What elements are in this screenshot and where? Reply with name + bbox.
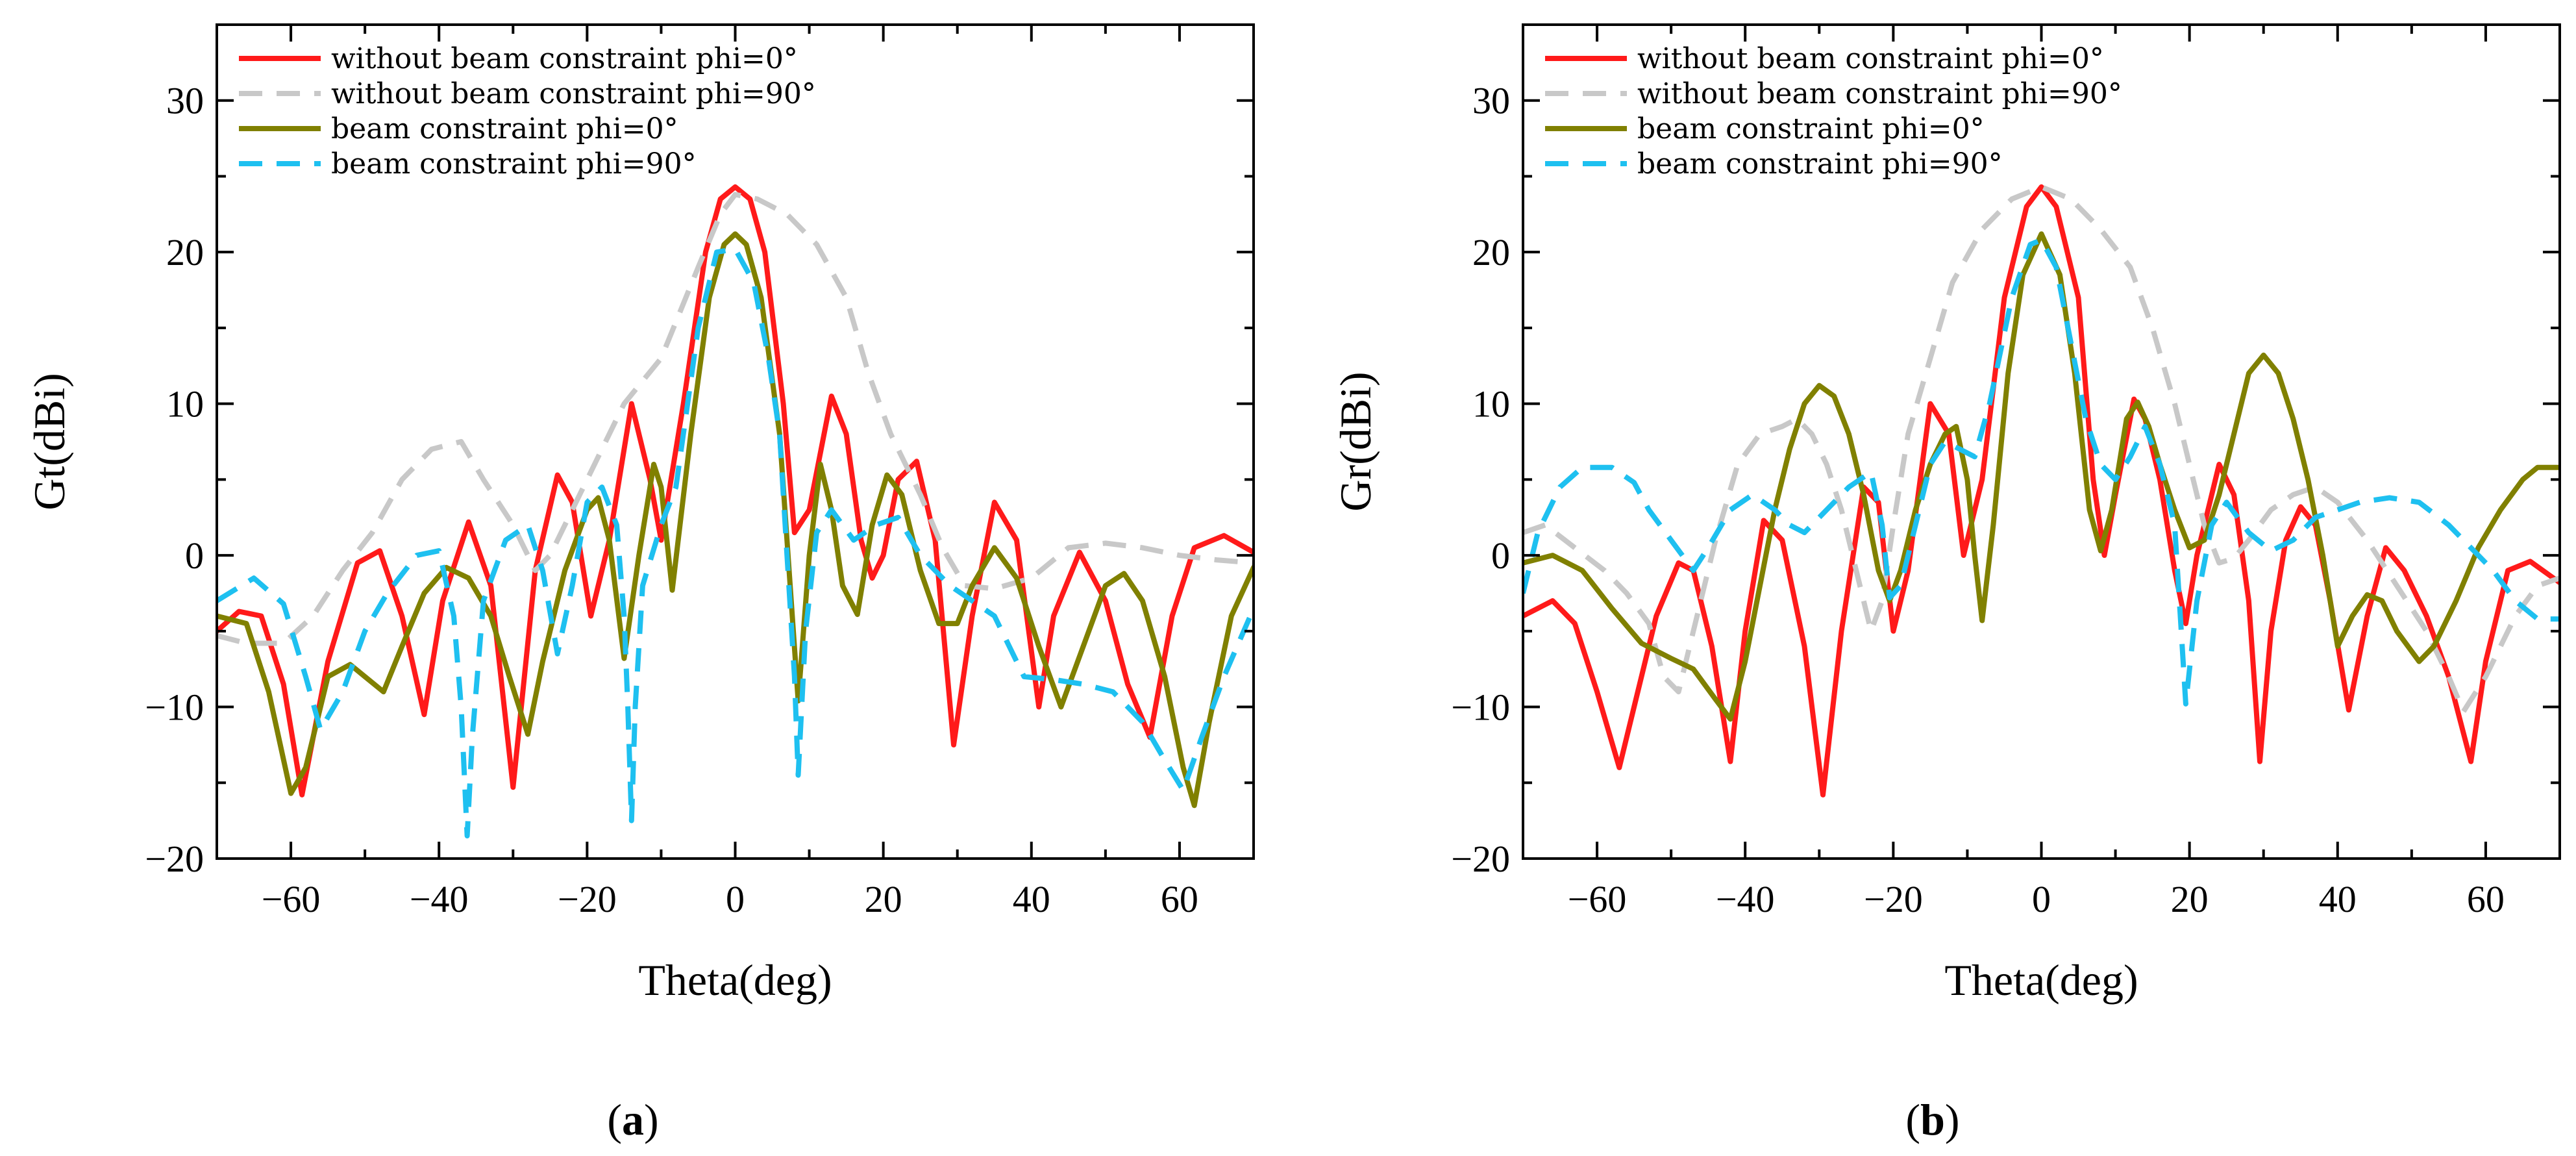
legend: without beam constraint phi=0°without be… [1545, 42, 2122, 181]
caption-paren-close: ) [1945, 1095, 1960, 1144]
x-axis-title: Theta(deg) [1944, 955, 2138, 1005]
legend: without beam constraint phi=0°without be… [239, 42, 816, 181]
legend-label-1: without beam constraint phi=0° [331, 42, 798, 75]
panel-caption: (a) [607, 1095, 658, 1144]
x-tick-label: −60 [1568, 878, 1627, 920]
legend-label-3: beam constraint phi=0° [331, 112, 678, 145]
x-tick-label: 0 [726, 878, 745, 920]
legend-label-4: beam constraint phi=90° [331, 147, 697, 181]
series-line-2 [217, 192, 1254, 646]
y-tick-label: −20 [145, 838, 204, 880]
series-line-1 [1523, 184, 2560, 798]
legend-label-3: beam constraint phi=0° [1637, 112, 1985, 145]
chart-panel-a: −60 −40 −20 0 20 40 60 −20 −10 0 10 20 30 Theta(deg) G… [25, 23, 1255, 1144]
x-tick-label: 40 [2319, 878, 2357, 920]
caption-paren-open: ( [607, 1095, 622, 1144]
series-line-4 [217, 246, 1254, 838]
series-line-4 [1523, 237, 2560, 707]
x-axis-title: Theta(deg) [638, 955, 832, 1005]
series-line-1 [217, 184, 1254, 798]
y-tick-label: 0 [185, 534, 204, 577]
y-tick-label: 0 [1491, 534, 1510, 577]
x-tick-label: 60 [1161, 878, 1198, 920]
y-tick-label: −20 [1451, 838, 1510, 880]
x-tick-label: 20 [865, 878, 902, 920]
legend-label-1: without beam constraint phi=0° [1637, 42, 2104, 75]
series-line-3 [217, 231, 1254, 809]
caption-letter: b [1920, 1095, 1945, 1144]
legend-label-2: without beam constraint phi=90° [331, 77, 816, 110]
caption-letter: a [622, 1095, 644, 1144]
legend-label-4: beam constraint phi=90° [1637, 147, 2003, 181]
y-axis-title: Gr(dBi) [1331, 371, 1380, 511]
caption-paren-open: ( [1905, 1095, 1920, 1144]
x-tick-label: −20 [558, 878, 617, 920]
legend-label-2: without beam constraint phi=90° [1637, 77, 2122, 110]
y-tick-label: −10 [145, 686, 204, 729]
y-axis-title: Gt(dBi) [25, 373, 74, 510]
y-tick-label: 20 [166, 231, 204, 273]
x-tick-label: −40 [410, 878, 469, 920]
series-group [1523, 184, 2560, 798]
y-tick-label: 10 [166, 383, 204, 425]
x-tick-label: 40 [1013, 878, 1050, 920]
chart-panel-b: −60 −40 −20 0 20 40 60 −20 −10 0 10 20 30 Theta(deg) G… [1331, 23, 2561, 1144]
x-tick-label: −60 [262, 878, 321, 920]
x-tick-label: −40 [1716, 878, 1775, 920]
panel-caption: (b) [1905, 1095, 1959, 1144]
series-line-2 [1523, 184, 2560, 714]
x-tick-label: −20 [1864, 878, 1923, 920]
series-group [217, 184, 1254, 838]
y-tick-label: 20 [1472, 231, 1510, 273]
y-tick-label: 30 [166, 80, 204, 122]
y-tick-label: 10 [1472, 383, 1510, 425]
x-tick-label: 20 [2171, 878, 2209, 920]
y-tick-label: 30 [1472, 80, 1510, 122]
series-line-3 [1523, 231, 2560, 722]
caption-paren-close: ) [644, 1095, 659, 1144]
x-tick-label: 0 [2032, 878, 2051, 920]
y-tick-label: −10 [1451, 686, 1510, 729]
x-tick-label: 60 [2467, 878, 2505, 920]
